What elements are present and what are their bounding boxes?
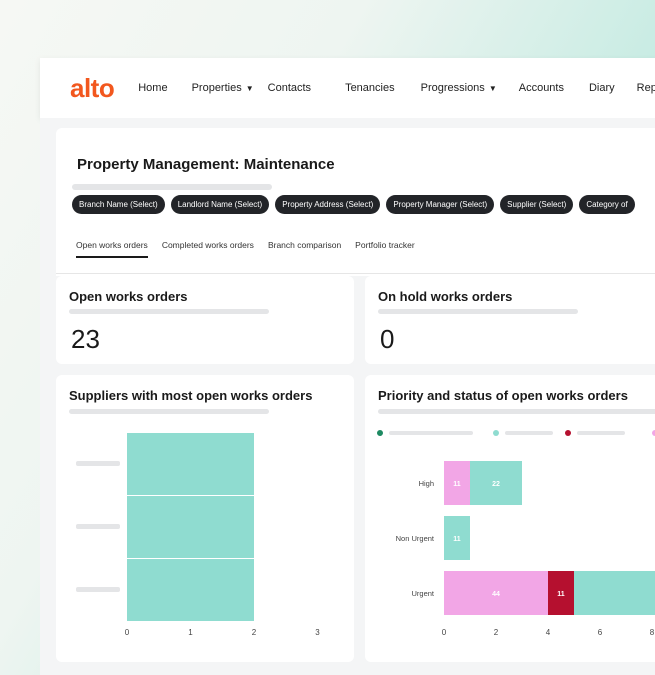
priority-bar-segment [444,516,470,560]
priority-bar-segment [574,571,655,615]
nav-tenancies-label: Tenancies [345,82,395,94]
supplier-bar [127,496,254,558]
priority-category-label: High [419,479,434,488]
legend-swatch [493,430,499,436]
nav-home[interactable]: Home [138,82,167,94]
legend-label-placeholder [389,431,473,435]
placeholder-bar [72,184,272,190]
nav-properties[interactable]: Properties ▼ [192,82,254,94]
filter-property-manager[interactable]: Property Manager (Select) [386,195,495,214]
filter-supplier[interactable]: Supplier (Select) [500,195,574,214]
supplier-bar [127,433,254,495]
bar-data-label: 11 [453,481,461,488]
kpi-on-hold-works-orders: On hold works orders 0 [365,276,655,364]
priority-chart-title: Priority and status of open works orders [378,388,628,403]
bar-data-label: 22 [492,481,500,488]
caret-down-icon: ▼ [488,83,497,93]
bar-data-label: 44 [492,591,500,598]
kpi-open-works-orders: Open works orders 23 [56,276,354,364]
priority-chart: High 11 22 Non Urgent 11 Urgent 44 11 0 2 4 6 8 [377,430,655,637]
supplier-label-placeholder [76,524,120,529]
nav-diary[interactable]: Diary [589,82,615,94]
x-tick-label: 4 [546,628,551,637]
nav-properties-label: Properties [191,82,242,94]
bar-data-label: 11 [557,591,565,598]
kpi-open-title: Open works orders [69,289,188,304]
top-navigation: alto Home Properties ▼ Contacts Tenancies… [40,58,655,118]
x-tick-label: 3 [315,628,320,637]
tab-bar: Open works orders Completed works orders… [76,240,415,258]
x-tick-label: 2 [252,628,257,637]
supplier-label-placeholder [76,587,120,592]
dashboard-content: Property Management: Maintenance Branch … [40,118,655,675]
supplier-label-placeholder [76,461,120,466]
page-header-card: Property Management: Maintenance Branch … [56,128,655,276]
legend-swatch [377,430,383,436]
tab-branch-comparison[interactable]: Branch comparison [267,240,342,250]
page-title: Property Management: Maintenance [77,156,335,173]
nav-progressions-label: Progressions [420,82,485,94]
priority-bar-segment [444,461,470,505]
placeholder-bar [69,309,269,314]
priority-category-label: Non Urgent [396,534,435,543]
filter-branch-name[interactable]: Branch Name (Select) [72,195,165,214]
nav-contacts[interactable]: Contacts [268,82,311,94]
legend-swatch [652,430,655,436]
suppliers-chart: 0 1 2 3 [76,433,320,637]
priority-chart-card: Priority and status of open works orders… [365,375,655,662]
nav-accounts-label: Accounts [518,82,564,94]
priority-bar-segment [470,461,522,505]
priority-bar-segment [444,571,548,615]
bar-data-label: 11 [453,536,461,543]
nav-contacts-label: Contacts [267,82,312,94]
suppliers-chart-card: Suppliers with most open works orders 0 1… [56,375,354,662]
tab-portfolio-tracker[interactable]: Portfolio tracker [355,240,415,250]
supplier-bar [127,559,254,621]
caret-down-icon: ▼ [245,83,254,93]
kpi-on-hold-value: 0 [380,324,395,354]
suppliers-chart-title: Suppliers with most open works orders [69,388,313,403]
priority-bar-segment [548,571,574,615]
nav-diary-label: Diary [588,82,615,94]
x-tick-label: 0 [442,628,447,637]
kpi-open-value: 23 [71,324,100,354]
tabs-divider [56,273,655,274]
x-tick-label: 1 [188,628,193,637]
tab-open-works-orders[interactable]: Open works orders [76,240,148,258]
nav-reports[interactable]: Report [637,82,655,94]
tab-completed-works-orders[interactable]: Completed works orders [161,240,254,250]
nav-accounts[interactable]: Accounts [519,82,564,94]
placeholder-bar [69,409,269,414]
placeholder-bar [378,409,655,414]
x-tick-label: 2 [494,628,499,637]
kpi-on-hold-title: On hold works orders [378,289,513,304]
nav-home-label: Home [138,82,168,94]
nav-tenancies[interactable]: Tenancies [345,82,395,94]
filter-chips: Branch Name (Select) Landlord Name (Sele… [72,195,635,214]
nav-progressions[interactable]: Progressions ▼ [421,82,497,94]
x-tick-label: 0 [125,628,130,637]
nav-reports-label: Report [636,82,655,94]
priority-category-label: Urgent [411,589,434,598]
x-tick-label: 8 [650,628,655,637]
alto-logo[interactable]: alto [70,72,115,103]
x-tick-label: 6 [598,628,603,637]
filter-property-address[interactable]: Property Address (Select) [275,195,381,214]
placeholder-bar [378,309,578,314]
filter-category[interactable]: Category of [579,195,635,214]
legend-label-placeholder [505,431,553,435]
legend-swatch [565,430,571,436]
filter-landlord-name[interactable]: Landlord Name (Select) [170,195,270,214]
legend-label-placeholder [577,431,625,435]
